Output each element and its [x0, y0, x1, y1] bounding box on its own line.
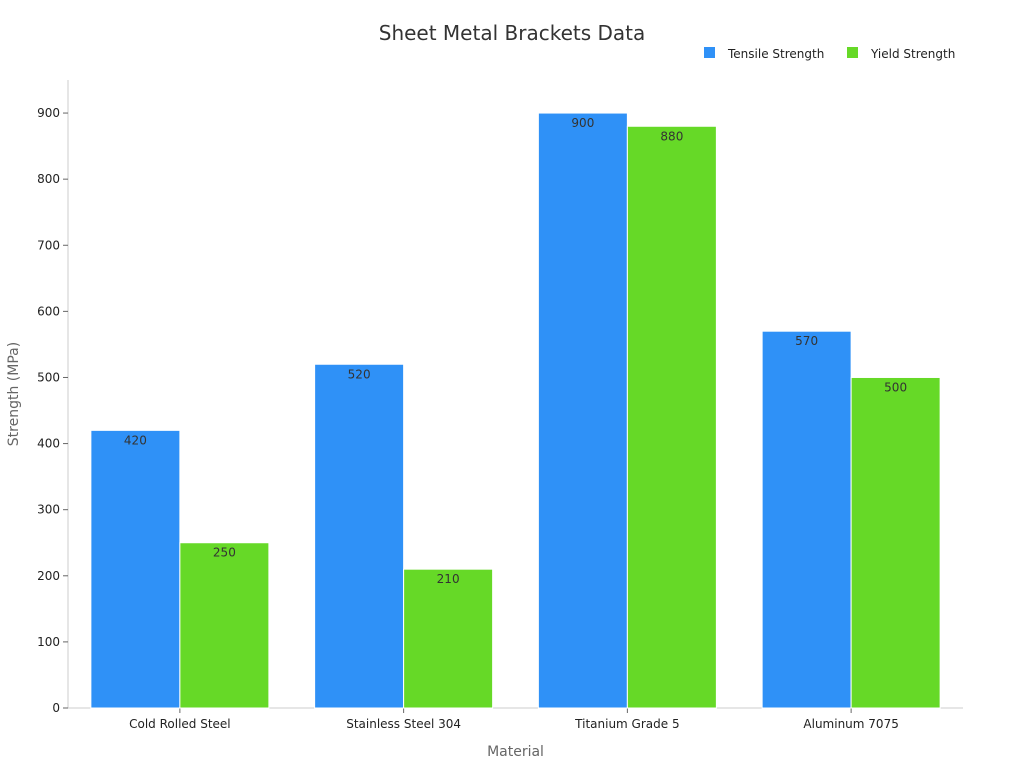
y-tick-label: 400: [37, 437, 60, 451]
x-tick-label: Aluminum 7075: [803, 717, 898, 731]
bar-value-label: 250: [213, 546, 236, 560]
bar-tensile-strength: [314, 363, 405, 709]
x-tick-label: Stainless Steel 304: [346, 717, 461, 731]
bar-tensile-strength: [537, 112, 628, 709]
bar-value-label: 900: [571, 116, 594, 130]
x-tick-label: Titanium Grade 5: [574, 717, 679, 731]
chart-title: Sheet Metal Brackets Data: [379, 21, 646, 45]
bars: [90, 112, 941, 709]
y-tick-label: 700: [37, 238, 60, 252]
x-tick-label: Cold Rolled Steel: [129, 717, 231, 731]
legend-swatch: [704, 47, 715, 58]
y-axis-ticks: 0 100 200 300 400 500 600 700 800 900: [37, 106, 68, 715]
bar-value-label: 500: [884, 380, 907, 394]
legend-label: Tensile Strength: [727, 47, 824, 61]
bar-value-label: 570: [795, 334, 818, 348]
x-axis-ticks: Cold Rolled Steel Stainless Steel 304 Tita…: [129, 708, 899, 731]
bar-value-label: 210: [437, 572, 460, 586]
data-labels: 420 250 520 210 900 880 570 500: [124, 116, 907, 586]
y-tick-label: 800: [37, 172, 60, 186]
y-tick-label: 600: [37, 304, 60, 318]
bar-tensile-strength: [761, 330, 852, 709]
bar-value-label: 880: [660, 129, 683, 143]
y-tick-label: 900: [37, 106, 60, 120]
bar-value-label: 520: [348, 367, 371, 381]
bar-yield-strength: [626, 125, 717, 709]
bar-yield-strength: [850, 376, 941, 709]
legend-swatch: [847, 47, 858, 58]
y-tick-label: 0: [52, 701, 60, 715]
y-tick-label: 200: [37, 569, 60, 583]
bar-yield-strength: [179, 542, 270, 709]
y-axis-title: Strength (MPa): [6, 342, 22, 446]
bar-yield-strength: [403, 568, 494, 709]
y-tick-label: 300: [37, 503, 60, 517]
legend: Tensile Strength Yield Strength: [704, 47, 955, 61]
x-axis-title: Material: [487, 744, 544, 760]
legend-label: Yield Strength: [870, 47, 955, 61]
bar-value-label: 420: [124, 433, 147, 447]
bar-tensile-strength: [90, 429, 181, 709]
y-tick-label: 500: [37, 370, 60, 384]
y-tick-label: 100: [37, 635, 60, 649]
